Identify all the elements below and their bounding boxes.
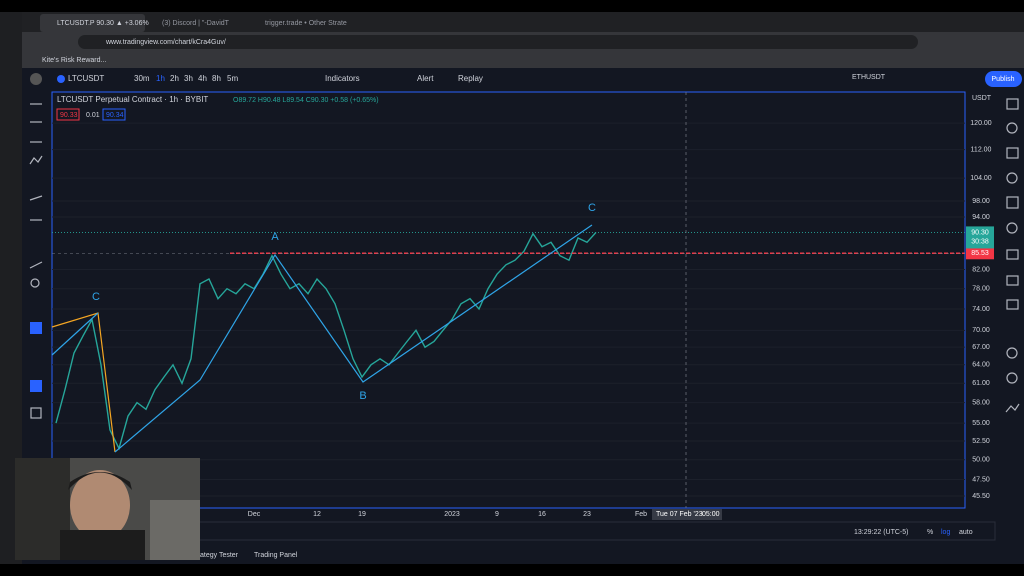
crosshair-date: Tue 07 Feb '23 [656, 511, 703, 518]
sell-price: 90.33 [60, 112, 78, 119]
tab-title[interactable]: (3) Discord | "-DavidT [162, 20, 230, 27]
panel-tab[interactable]: Trading Panel [254, 552, 298, 559]
publish-button[interactable] [985, 71, 1022, 87]
interval[interactable]: 8h [212, 74, 221, 83]
url-field[interactable] [78, 35, 918, 49]
y-tick-label: 70.00 [972, 327, 990, 334]
tab-title[interactable]: trigger.trade • Other Strate [265, 20, 347, 27]
letterbox [0, 564, 1024, 576]
y-tick-label: 50.00 [972, 457, 990, 464]
last-price-badge [966, 226, 994, 249]
price-level-badge [966, 247, 994, 260]
x-tick-label: 19 [358, 511, 366, 518]
y-tick-label: 74.00 [972, 306, 990, 313]
compare-symbol[interactable]: ETHUSDT [852, 74, 886, 81]
drawing-tools[interactable] [29, 103, 43, 419]
interval[interactable]: 30m [134, 74, 150, 83]
y-tick-label: 58.00 [972, 399, 990, 406]
wave-label: B [359, 390, 366, 402]
y-tick-label: 78.00 [972, 286, 990, 293]
spread: 0.01 [86, 112, 100, 119]
chart-pane[interactable] [51, 91, 966, 509]
crosshair-time: 05:00 [702, 511, 720, 518]
webcam-overlay [15, 458, 200, 560]
last-price-label: 90.30 [971, 229, 989, 236]
legend-ohlc: O89.72 H90.48 L89.54 C90.30 +0.58 (+0.65… [233, 97, 379, 104]
chart-toolbar [22, 68, 1024, 90]
y-tick-label: 47.50 [972, 476, 990, 483]
bar-countdown: 30:38 [971, 238, 989, 245]
clock: 13:29:22 (UTC-5) [854, 529, 908, 536]
log-toggle[interactable]: log [941, 529, 950, 536]
x-tick-label: 9 [495, 511, 499, 518]
y-tick-label: 120.00 [970, 120, 992, 127]
legend-title: LTCUSDT Perpetual Contract · 1h · BYBIT [57, 95, 208, 104]
publish-label[interactable]: Publish [992, 76, 1015, 83]
replay-button[interactable]: Replay [458, 74, 483, 83]
indicators-button[interactable]: Indicators [325, 74, 360, 83]
y-tick-label: 98.00 [972, 198, 990, 205]
wave-drawings [51, 224, 593, 453]
y-tick-label: 82.00 [972, 266, 990, 273]
wave-label: A [271, 231, 279, 243]
wave-label: C [588, 202, 596, 214]
interval[interactable]: 5m [227, 74, 238, 83]
drawing-toolbar [22, 90, 50, 520]
crosshair-badge [652, 509, 722, 520]
bookmarks-bar [0, 52, 1024, 68]
wave-label: C [92, 291, 100, 303]
x-tick-label: 23 [583, 511, 591, 518]
buy-box [102, 108, 126, 121]
y-tick-label: 61.00 [972, 380, 990, 387]
x-tick-label: Feb [635, 511, 647, 518]
axis-currency: USDT [972, 95, 992, 102]
panel-tab[interactable]: ategy Tester [200, 552, 239, 559]
y-tick-label: 55.00 [972, 420, 990, 427]
symbol-icon [57, 75, 65, 83]
y-tick-label: 104.00 [970, 175, 992, 182]
symbol[interactable]: LTCUSDT [68, 74, 104, 83]
percent-toggle[interactable]: % [927, 529, 933, 536]
os-sidebar [0, 12, 22, 576]
x-tick-label: Dec [248, 511, 261, 518]
avatar[interactable] [30, 73, 42, 85]
interval[interactable]: 4h [198, 74, 207, 83]
alert-button[interactable]: Alert [417, 74, 434, 83]
tab-title[interactable]: LTCUSDT.P 90.30 ▲ +3.06% [57, 20, 149, 27]
y-tick-label: 67.00 [972, 344, 990, 351]
chart: LTCUSDT Perpetual Contract · 1h · BYBIT O… [52, 92, 994, 520]
sell-box [56, 108, 80, 121]
url[interactable]: www.tradingview.com/chart/kCra4Guv/ [105, 39, 226, 46]
y-tick-label: 64.00 [972, 362, 990, 369]
y-tick-label: 45.50 [972, 493, 990, 500]
right-sidebar [995, 92, 1024, 540]
x-tick-label: 2023 [444, 511, 460, 518]
interval[interactable]: 1h [156, 74, 165, 83]
y-tick-label: 52.50 [972, 438, 990, 445]
auto-toggle[interactable]: auto [959, 529, 973, 536]
tab-bar [0, 12, 1024, 32]
sidebar-icons[interactable] [1005, 98, 1020, 413]
price-line [55, 231, 597, 451]
letterbox [0, 0, 1024, 12]
x-tick-label: 16 [538, 511, 546, 518]
tab[interactable] [40, 14, 145, 32]
y-tick-label: 94.00 [972, 214, 990, 221]
buy-price: 90.34 [106, 112, 124, 119]
x-tick-label: 12 [313, 511, 321, 518]
interval[interactable]: 2h [170, 74, 179, 83]
bookmark[interactable]: Kite's Risk Reward... [42, 57, 106, 64]
interval[interactable]: 3h [184, 74, 193, 83]
y-tick-label: 112.00 [971, 146, 992, 153]
price-level-label: 85.53 [971, 250, 989, 257]
bottom-panel-tabs [22, 545, 1024, 564]
